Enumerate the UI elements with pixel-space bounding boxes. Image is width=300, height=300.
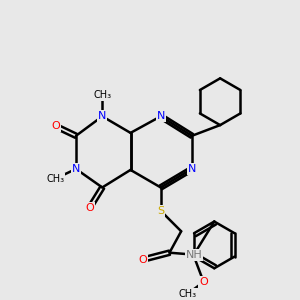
Text: O: O [139,254,148,265]
Text: NH: NH [185,250,202,260]
Text: CH₃: CH₃ [179,289,197,298]
Text: N: N [188,164,196,174]
Text: N: N [157,111,165,121]
Text: N: N [98,111,106,121]
Text: CH₃: CH₃ [46,174,64,184]
Text: O: O [199,277,208,287]
Text: O: O [85,203,94,213]
Text: O: O [51,121,60,131]
Text: S: S [157,206,164,216]
Text: CH₃: CH₃ [93,90,111,100]
Text: N: N [72,164,80,174]
